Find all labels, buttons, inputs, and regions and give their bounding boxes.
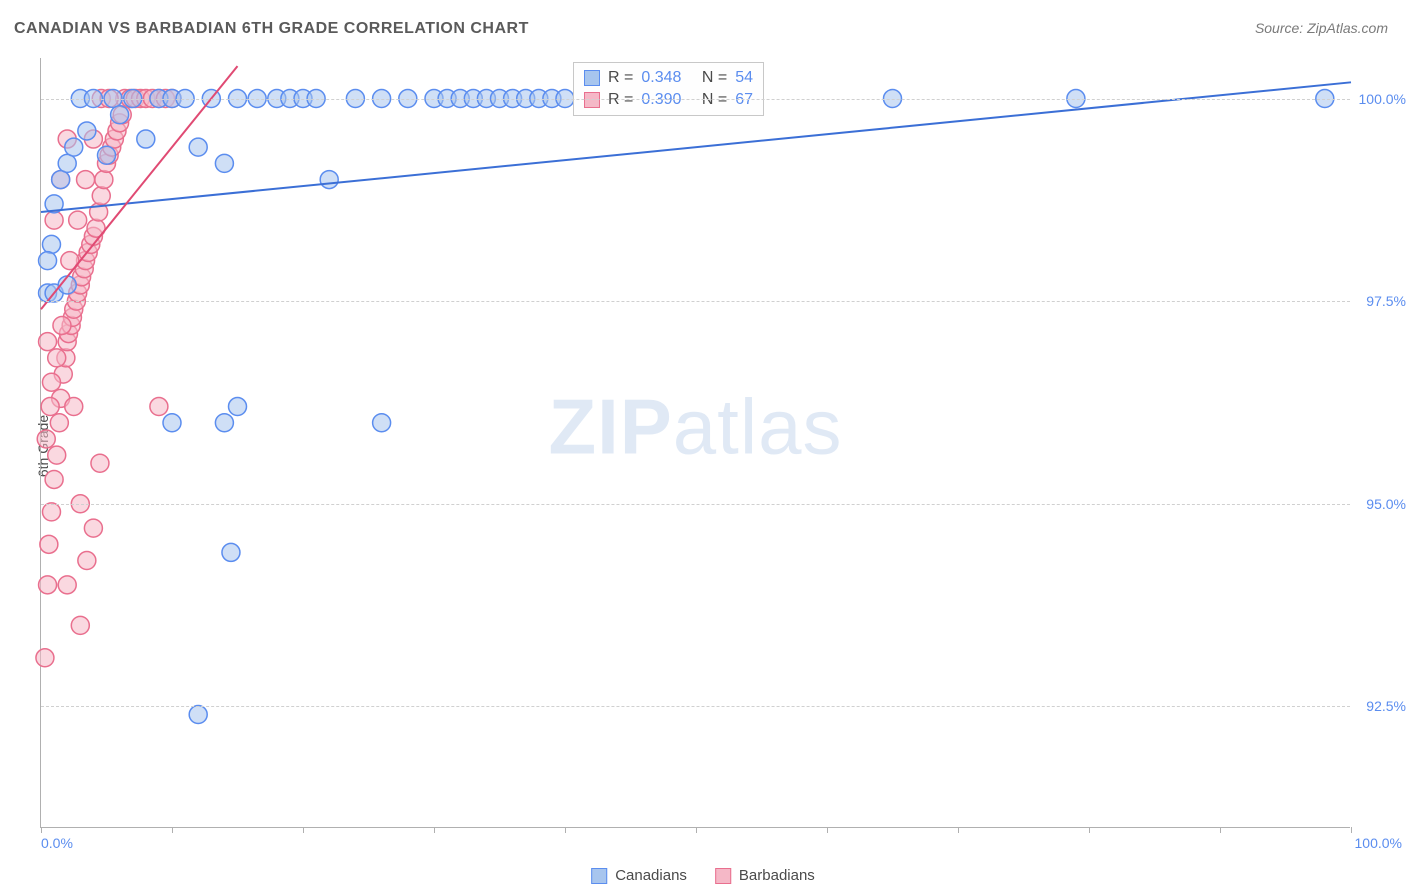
data-point: [41, 398, 59, 416]
data-point: [163, 414, 181, 432]
data-point: [65, 138, 83, 156]
x-min-label: 0.0%: [41, 835, 73, 851]
x-tick: [434, 827, 435, 833]
x-tick: [1089, 827, 1090, 833]
data-point: [42, 235, 60, 253]
data-point: [137, 130, 155, 148]
chart-title: CANADIAN VS BARBADIAN 6TH GRADE CORRELAT…: [14, 20, 529, 38]
x-tick: [565, 827, 566, 833]
data-point: [50, 414, 68, 432]
legend: Canadians Barbadians: [591, 867, 815, 884]
data-point: [215, 154, 233, 172]
data-point: [37, 430, 55, 448]
data-point: [36, 649, 54, 667]
stats-swatch-canadians: [584, 70, 600, 86]
data-point: [52, 171, 70, 189]
stats-r-value-1: 0.390: [641, 91, 681, 109]
data-point: [98, 146, 116, 164]
data-point: [78, 552, 96, 570]
gridline-h: [41, 504, 1350, 505]
stats-n-value-0: 54: [735, 69, 753, 87]
source-attribution: Source: ZipAtlas.com: [1255, 20, 1388, 36]
stats-n-label-1: N =: [702, 91, 727, 109]
legend-item-canadians: Canadians: [591, 867, 687, 884]
y-tick-label: 97.5%: [1354, 293, 1406, 309]
stats-row-barbadians: R = 0.390 N = 67: [584, 89, 753, 111]
x-tick: [303, 827, 304, 833]
data-point: [58, 576, 76, 594]
data-point: [42, 373, 60, 391]
scatter-svg: [41, 58, 1350, 827]
legend-swatch-canadians: [591, 868, 607, 884]
stats-swatch-barbadians: [584, 92, 600, 108]
gridline-h: [41, 706, 1350, 707]
legend-item-barbadians: Barbadians: [715, 867, 815, 884]
y-tick-label: 95.0%: [1354, 496, 1406, 512]
x-tick: [958, 827, 959, 833]
data-point: [320, 171, 338, 189]
x-max-label: 100.0%: [1355, 835, 1402, 851]
data-point: [77, 171, 95, 189]
data-point: [69, 211, 87, 229]
correlation-stats-box: R = 0.348 N = 54 R = 0.390 N = 67: [573, 62, 764, 116]
data-point: [84, 519, 102, 537]
data-point: [189, 706, 207, 724]
stats-n-label-0: N =: [702, 69, 727, 87]
data-point: [42, 503, 60, 521]
data-point: [91, 454, 109, 472]
data-point: [92, 187, 110, 205]
stats-r-label-1: R =: [608, 91, 633, 109]
y-tick-label: 92.5%: [1354, 698, 1406, 714]
data-point: [95, 171, 113, 189]
data-point: [48, 349, 66, 367]
x-tick: [172, 827, 173, 833]
legend-swatch-barbadians: [715, 868, 731, 884]
x-tick: [827, 827, 828, 833]
data-point: [39, 576, 57, 594]
x-tick: [41, 827, 42, 833]
legend-label-canadians: Canadians: [615, 867, 687, 884]
x-tick: [1351, 827, 1352, 833]
y-tick-label: 100.0%: [1354, 91, 1406, 107]
data-point: [39, 252, 57, 270]
data-point: [40, 535, 58, 553]
x-tick: [1220, 827, 1221, 833]
data-point: [229, 398, 247, 416]
data-point: [39, 333, 57, 351]
x-tick: [696, 827, 697, 833]
data-point: [215, 414, 233, 432]
data-point: [65, 398, 83, 416]
gridline-h: [41, 301, 1350, 302]
data-point: [150, 398, 168, 416]
data-point: [71, 616, 89, 634]
data-point: [222, 543, 240, 561]
data-point: [53, 316, 71, 334]
stats-r-value-0: 0.348: [641, 69, 681, 87]
data-point: [189, 138, 207, 156]
stats-r-label-0: R =: [608, 69, 633, 87]
chart-plot-area: ZIPatlas R = 0.348 N = 54 R = 0.390 N = …: [40, 58, 1350, 828]
data-point: [45, 470, 63, 488]
data-point: [111, 106, 129, 124]
data-point: [78, 122, 96, 140]
data-point: [48, 446, 66, 464]
data-point: [373, 414, 391, 432]
stats-n-value-1: 67: [735, 91, 753, 109]
stats-row-canadians: R = 0.348 N = 54: [584, 67, 753, 89]
data-point: [58, 154, 76, 172]
gridline-h: [41, 99, 1350, 100]
legend-label-barbadians: Barbadians: [739, 867, 815, 884]
data-point: [45, 211, 63, 229]
